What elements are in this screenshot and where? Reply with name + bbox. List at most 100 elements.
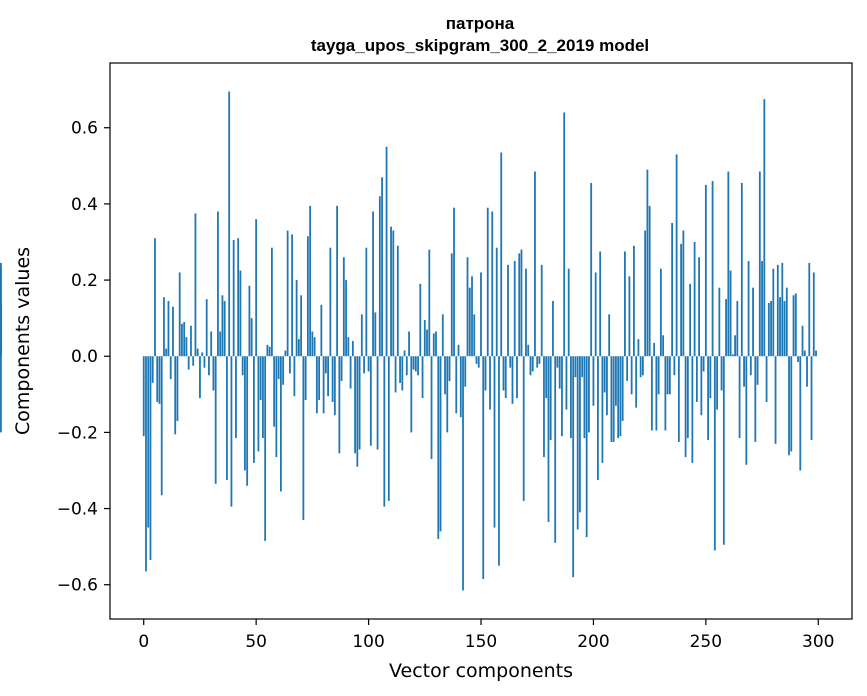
bar <box>358 356 361 450</box>
bar <box>812 272 815 357</box>
bar <box>288 356 291 374</box>
bar <box>331 356 334 402</box>
bar <box>264 356 267 541</box>
bar <box>315 356 318 414</box>
bar <box>644 230 647 357</box>
bar <box>223 301 226 357</box>
bar <box>583 356 586 439</box>
bar <box>763 99 766 357</box>
bar <box>686 356 689 439</box>
x-tick-label: 50 <box>245 632 267 652</box>
bar <box>801 325 804 357</box>
y-tick-label: −0.6 <box>57 576 98 596</box>
bar <box>457 344 460 357</box>
bar <box>403 350 406 357</box>
bar <box>727 171 730 357</box>
bar <box>556 356 559 368</box>
bar <box>432 333 435 357</box>
bar <box>324 356 327 374</box>
bar <box>677 356 680 442</box>
bar <box>237 238 240 357</box>
bar <box>513 261 516 357</box>
bar <box>579 356 581 513</box>
y-tick-label: −0.2 <box>57 423 98 443</box>
bar <box>214 356 217 484</box>
bar <box>369 356 372 446</box>
bar <box>309 205 312 357</box>
bar <box>680 243 683 357</box>
bar <box>410 356 413 433</box>
bar <box>797 356 799 362</box>
bar <box>412 356 415 370</box>
plot-frame <box>109 62 853 620</box>
bar <box>790 356 793 452</box>
bar <box>351 341 354 357</box>
bar <box>306 236 309 357</box>
bar <box>477 356 480 368</box>
bar <box>338 356 341 454</box>
bar <box>329 247 332 357</box>
bar <box>376 356 379 450</box>
bar <box>592 356 595 406</box>
bar <box>156 356 159 402</box>
bar <box>495 247 498 357</box>
bar <box>160 356 163 496</box>
x-tick-label: 300 <box>802 632 834 652</box>
bar <box>349 356 352 389</box>
bar <box>774 356 777 444</box>
bar <box>486 207 489 357</box>
bar <box>619 356 622 437</box>
bar <box>221 295 224 357</box>
bar <box>178 272 181 357</box>
bar <box>601 356 604 463</box>
bar <box>527 344 530 357</box>
bar <box>0 356 2 433</box>
bar <box>219 331 222 357</box>
bar <box>639 356 642 378</box>
bar <box>758 171 761 357</box>
bar <box>405 356 408 376</box>
bar <box>464 356 467 387</box>
bar <box>628 276 631 357</box>
bar <box>450 253 453 357</box>
bar <box>702 356 705 372</box>
bar <box>430 356 433 460</box>
bar <box>489 356 491 410</box>
bar <box>270 247 273 357</box>
bar <box>480 272 482 357</box>
bar <box>378 196 381 357</box>
bar <box>617 356 620 439</box>
bar <box>552 301 554 357</box>
bar <box>169 356 172 380</box>
bar <box>770 301 772 357</box>
bar <box>689 283 692 357</box>
bar <box>599 251 602 357</box>
bar <box>473 314 476 357</box>
bar <box>720 356 723 391</box>
bar <box>239 270 242 357</box>
bar <box>286 230 289 357</box>
bar <box>752 287 754 357</box>
bar <box>718 287 721 357</box>
bar <box>201 352 204 357</box>
bar <box>803 350 806 357</box>
bar <box>576 356 579 530</box>
bar <box>387 356 390 501</box>
bar <box>354 356 356 454</box>
x-tick-label: 0 <box>138 632 149 652</box>
bar <box>311 331 314 357</box>
bar <box>293 356 296 397</box>
bar <box>145 356 147 572</box>
bar <box>585 356 588 538</box>
bar <box>255 219 258 357</box>
bar <box>273 356 276 427</box>
bar <box>284 350 287 357</box>
bar <box>799 356 802 471</box>
bar <box>226 356 228 480</box>
bar <box>722 356 725 545</box>
x-axis-ticks: 0 50 100 150 200 250 300 <box>138 619 834 652</box>
bar <box>747 261 750 357</box>
bar <box>540 264 543 357</box>
bar <box>668 356 671 395</box>
bar <box>788 356 790 456</box>
